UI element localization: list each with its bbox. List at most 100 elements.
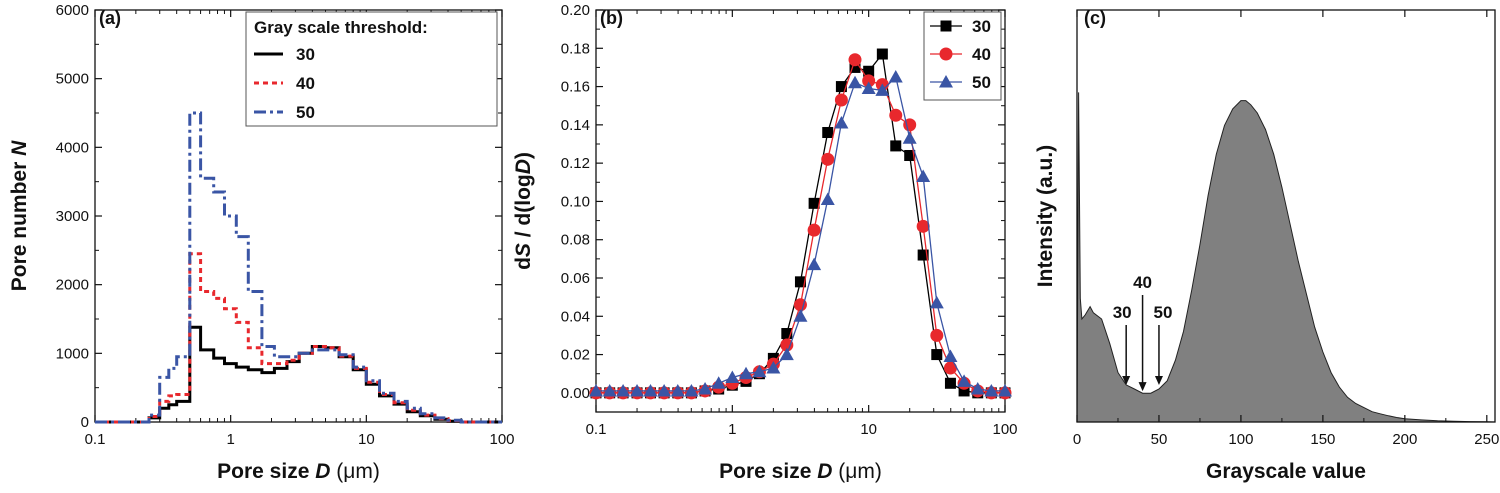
series-50-point	[902, 131, 917, 144]
series-40-point	[793, 298, 807, 312]
series-30-point	[917, 249, 929, 261]
series-50-point	[657, 383, 672, 397]
x-axis-title: Pore size D (μm)	[217, 460, 380, 483]
legend-box	[923, 11, 1002, 101]
y-tick-label: 0.00	[561, 385, 590, 402]
series-30-point	[808, 197, 820, 209]
series-50-line	[596, 75, 1005, 392]
panel-label: (b)	[600, 8, 623, 28]
y-tick-label: 0.06	[561, 270, 590, 287]
series-50-point	[875, 83, 890, 96]
series-40-point	[848, 53, 862, 67]
plot-frame	[1076, 9, 1496, 423]
series-30-point	[849, 61, 861, 73]
series-30-line	[95, 325, 502, 424]
series-40-line	[95, 252, 502, 424]
x-tick-label: 0.1	[85, 431, 106, 448]
panel-label: (a)	[99, 8, 121, 28]
series-50-point	[725, 370, 740, 384]
series-50-line	[95, 111, 502, 424]
x-tick-label: 0.1	[586, 421, 607, 438]
legend-label-30: 30	[296, 45, 315, 64]
legend-title: Gray scale threshold:	[254, 18, 428, 37]
y-tick-label: 0.20	[561, 2, 590, 19]
series-50-point	[602, 383, 617, 397]
y-tick-label: 0.10	[561, 193, 590, 210]
y-tick-label: 0	[81, 414, 89, 431]
series-50-point	[820, 192, 835, 206]
x-tick-label: 150	[1310, 431, 1335, 448]
legend-swatch-marker-30	[940, 20, 952, 32]
panel-b-pore-size-distribution-chart: 0.1 1 10 100 0.00 0.02 0.04 0.06 0.08 0.10 0.12 0.1…	[512, 2, 1018, 483]
series-30-point	[794, 276, 806, 288]
series-40-point	[930, 328, 944, 342]
annotation-label-40: 40	[1133, 273, 1152, 292]
series-30-point	[944, 377, 956, 389]
series-30-point	[904, 149, 916, 161]
series-30-point	[835, 81, 847, 93]
legend: Gray scale threshold: 30 40 50	[245, 11, 498, 127]
series-50-point	[670, 383, 685, 397]
series-50-point	[888, 70, 903, 83]
x-tick-label: 200	[1392, 431, 1417, 448]
series-30-line	[596, 52, 1005, 394]
series-50-point	[807, 257, 822, 271]
legend-box	[245, 11, 498, 127]
series-50-point	[861, 81, 876, 94]
y-tick-label: 1000	[56, 345, 89, 362]
series-30-point	[890, 140, 902, 152]
series-30-point	[876, 48, 888, 60]
y-axis-title: Intensity (a.u.)	[1034, 145, 1057, 287]
y-tick-label: 0.02	[561, 347, 590, 364]
x-tick-label: 250	[1474, 431, 1499, 448]
series-40-point	[834, 93, 848, 107]
series-50-point	[779, 347, 794, 361]
legend: 30 40 50	[923, 11, 1002, 101]
x-tick-label: 1	[226, 431, 234, 448]
series-30-point	[781, 328, 793, 340]
annotation-label-30: 30	[1113, 303, 1132, 322]
y-tick-label: 3000	[56, 208, 89, 225]
series-40-point	[943, 361, 957, 375]
plot-frame	[595, 9, 1006, 413]
series-30-point	[931, 349, 943, 361]
annotation-arrowhead-30	[1122, 375, 1131, 385]
y-tick-label: 0.04	[561, 308, 590, 325]
x-axis-title: Pore size D (μm)	[719, 460, 882, 483]
intensity-area	[1076, 92, 1496, 423]
x-tick-label: 10	[358, 431, 375, 448]
series-30-point	[863, 65, 875, 77]
legend-swatch-marker-50	[939, 75, 953, 88]
x-tick-label: 100	[1228, 431, 1253, 448]
y-tick-label: 2000	[56, 277, 89, 294]
series-50-point	[834, 115, 849, 129]
series-40-point	[889, 108, 903, 122]
y-tick-label: 0.16	[561, 79, 590, 96]
y-axis-title: dS / d(logD)	[512, 152, 535, 270]
series-50-point	[616, 383, 631, 397]
x-tick-label: 50	[1151, 431, 1168, 448]
series-50-point	[752, 364, 767, 378]
series-50-point	[630, 383, 645, 397]
annotation-label-50: 50	[1153, 303, 1172, 322]
series-50-point	[684, 383, 699, 397]
annotation-arrowhead-40	[1138, 382, 1147, 392]
legend-label-40: 40	[972, 45, 991, 64]
series-50-point	[739, 366, 754, 380]
series-50-point	[848, 75, 863, 89]
x-tick-label: 0	[1073, 431, 1081, 448]
legend-label-50: 50	[972, 73, 991, 92]
series-40-line	[596, 58, 1005, 394]
y-tick-label: 0.14	[561, 117, 590, 134]
series-50-point	[970, 382, 985, 395]
series-40-point	[916, 219, 930, 233]
series-50-point	[957, 374, 972, 387]
series-40-point	[807, 223, 821, 237]
y-axis-title: Pore number N	[8, 140, 31, 291]
series-50-point	[698, 382, 713, 395]
y-tick-label: 4000	[56, 139, 89, 156]
series-40-point	[780, 338, 794, 352]
